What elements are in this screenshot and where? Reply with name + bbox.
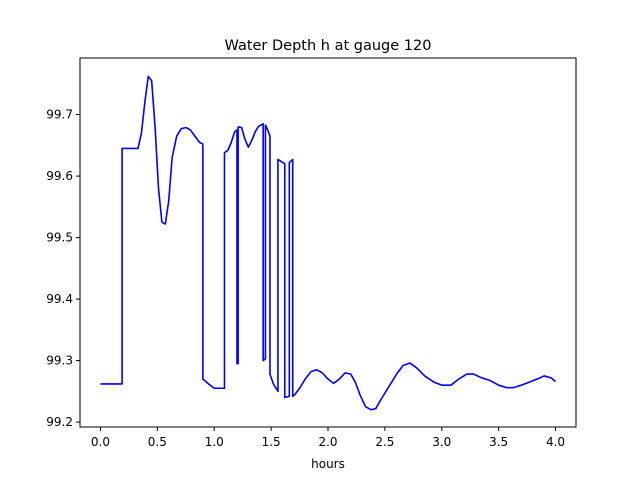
x-tick-label: 4.0 <box>546 435 565 449</box>
x-tick-label: 2.0 <box>318 435 337 449</box>
x-tick-label: 3.0 <box>432 435 451 449</box>
y-tick-label: 99.6 <box>46 169 73 183</box>
y-axis: 99.2 99.3 99.4 99.5 99.6 99.7 <box>46 108 80 429</box>
y-tick-label: 99.3 <box>46 354 73 368</box>
series-line-0 <box>100 75 557 411</box>
x-axis-label: hours <box>311 457 345 471</box>
series-layer <box>100 75 557 411</box>
x-tick-label: 2.5 <box>375 435 394 449</box>
x-tick-label: 1.5 <box>262 435 281 449</box>
x-tick-label: 1.0 <box>205 435 224 449</box>
y-tick-label: 99.5 <box>46 231 73 245</box>
y-tick-label: 99.2 <box>46 415 73 429</box>
plot-area <box>79 57 577 428</box>
x-tick-label: 0.5 <box>148 435 167 449</box>
x-axis: 0.0 0.5 1.0 1.5 2.0 2.5 3.0 3.5 4.0 <box>91 427 565 449</box>
plot-background <box>80 58 576 427</box>
x-tick-label: 3.5 <box>489 435 508 449</box>
x-tick-label: 0.0 <box>91 435 110 449</box>
y-tick-label: 99.4 <box>46 292 73 306</box>
chart-title: Water Depth h at gauge 120 <box>225 38 432 54</box>
y-tick-label: 99.7 <box>46 108 73 122</box>
